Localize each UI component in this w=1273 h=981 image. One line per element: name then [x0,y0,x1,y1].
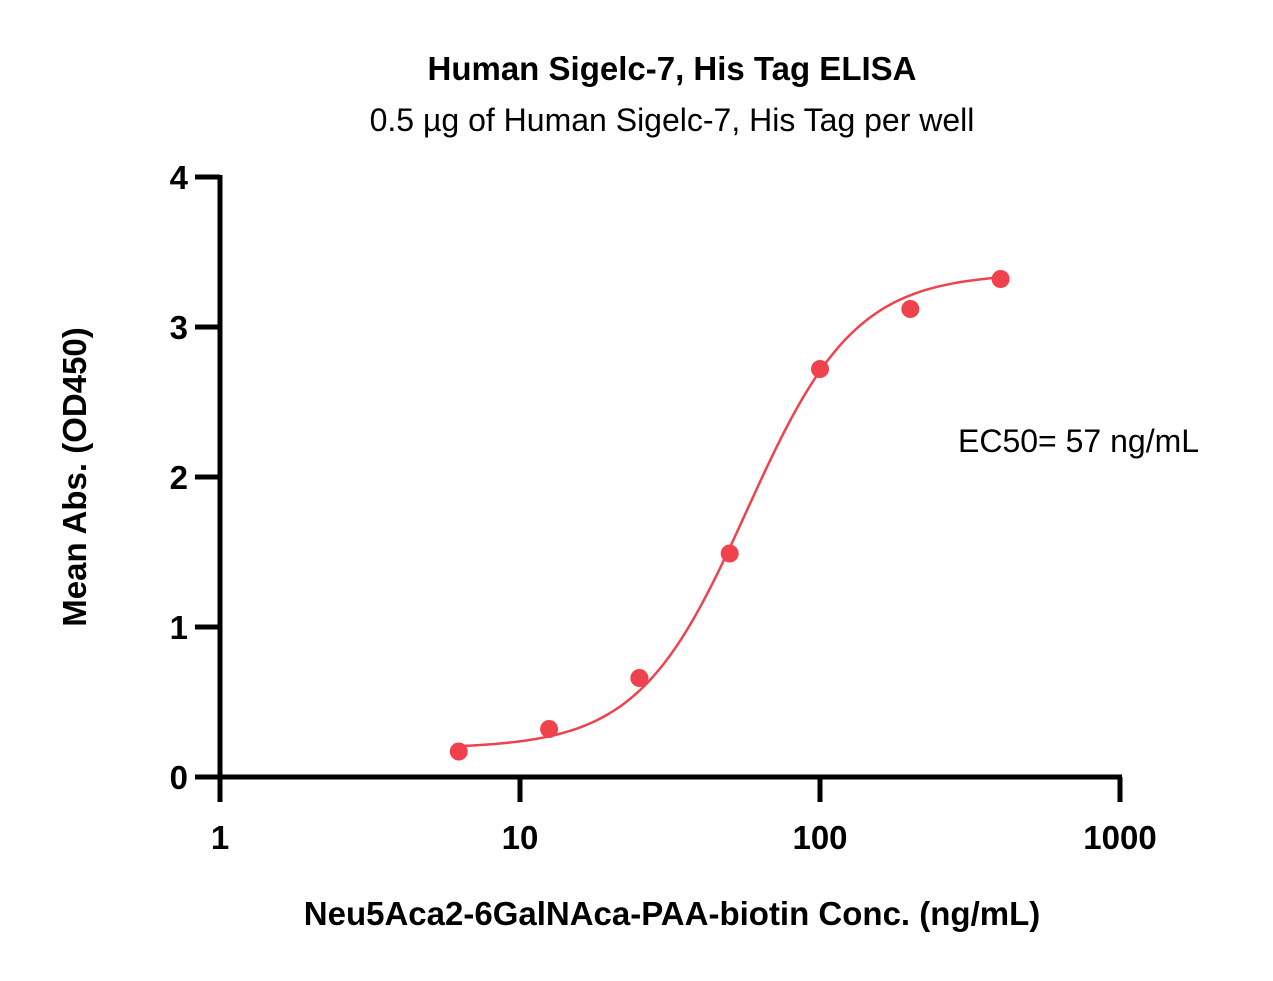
y-axis-ticks: 0 1 2 3 4 [170,159,220,796]
chart-subtitle: 0.5 µg of Human Sigelc-7, His Tag per we… [370,102,975,138]
data-points [449,270,1010,761]
data-point [449,742,468,761]
data-point [540,720,559,738]
y-tick-label: 0 [170,759,188,796]
data-point [901,300,920,318]
x-tick-label: 100 [792,819,847,856]
data-point [811,360,829,378]
y-tick-label: 1 [170,609,188,646]
x-axis-label: Neu5Aca2-6GalNAca-PAA-biotin Conc. (ng/m… [304,895,1040,932]
fit-curve [458,276,1001,748]
ec50-annotation: EC50= 57 ng/mL [958,423,1199,459]
y-tick-label: 2 [170,459,188,496]
y-tick-label: 3 [170,309,188,346]
data-point [630,669,649,687]
y-tick-label: 4 [170,159,189,196]
data-point [991,270,1010,288]
data-point [720,544,739,563]
x-tick-label: 1000 [1083,819,1156,856]
y-axis-label: Mean Abs. (OD450) [56,327,93,627]
x-axis-ticks: 1 10 100 1000 [211,777,1157,856]
x-tick-label: 1 [211,819,229,856]
x-tick-label: 10 [502,819,539,856]
chart-title: Human Sigelc-7, His Tag ELISA [428,50,917,87]
